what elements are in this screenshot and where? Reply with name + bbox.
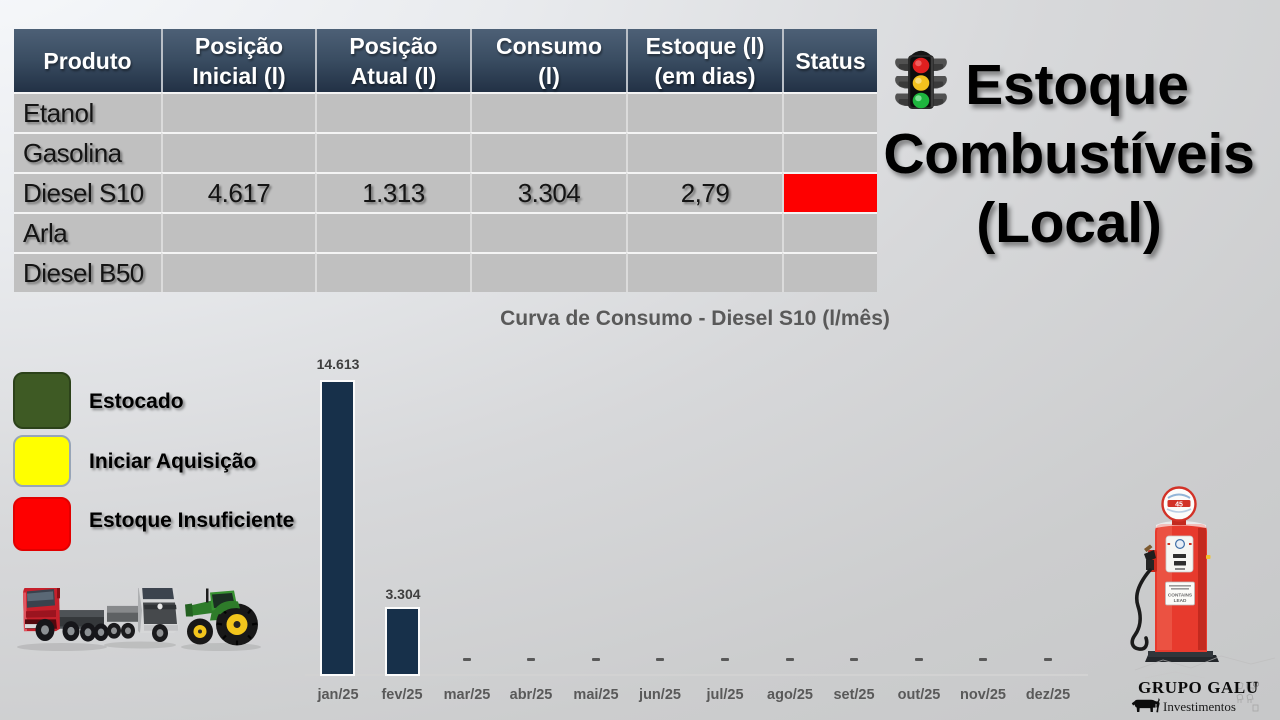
svg-text:45: 45	[1175, 502, 1183, 509]
svg-text:LEAD: LEAD	[1174, 598, 1187, 603]
svg-text:CONTAINS: CONTAINS	[1168, 593, 1192, 598]
